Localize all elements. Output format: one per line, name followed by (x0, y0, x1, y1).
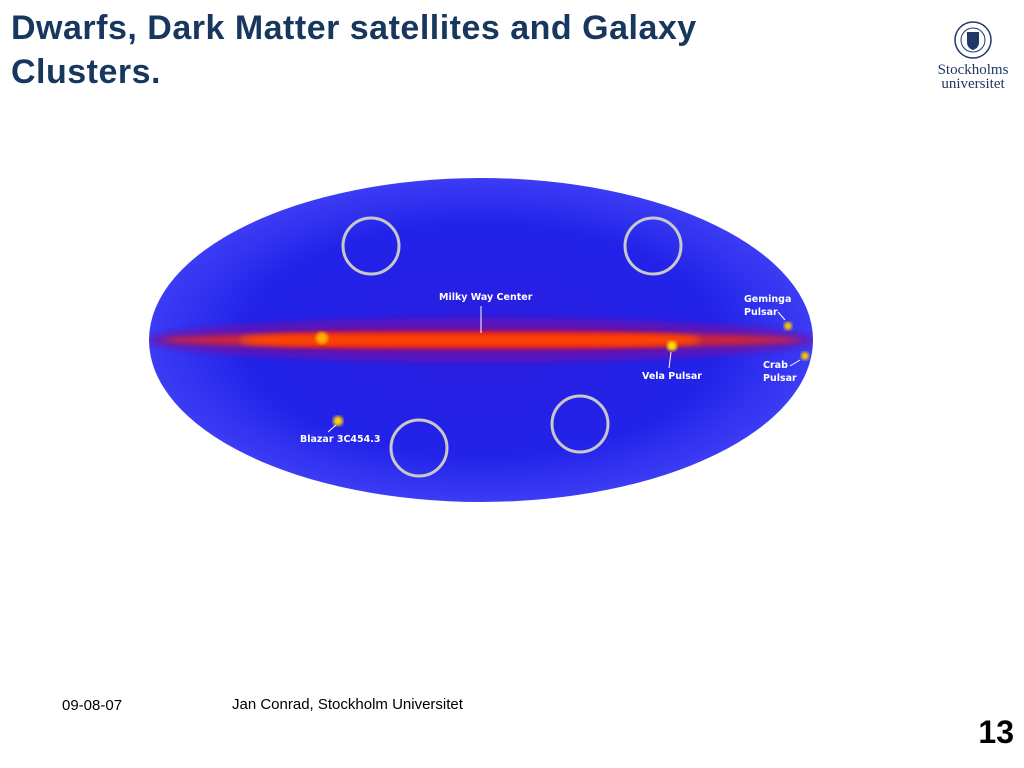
map-label: Crab Pulsar (763, 360, 797, 384)
map-label: Geminga Pulsar (744, 294, 791, 318)
map-label: Milky Way Center (439, 292, 533, 303)
highlight-circles (341, 216, 683, 478)
slide-title: Dwarfs, Dark Matter satellites and Galax… (11, 9, 697, 91)
label-arrows (327, 306, 801, 433)
logo-text: universitet (941, 76, 1005, 92)
logo-seal (954, 21, 992, 59)
footer-author: Jan Conrad, Stockholm Universitet (232, 696, 463, 713)
map-label: Blazar 3C454.3 (300, 434, 380, 445)
logo-text: Stockholms (937, 62, 1009, 78)
logo: Stockholms universitet (928, 20, 1018, 92)
page-number: 13 (978, 714, 1014, 750)
galactic-plane (149, 318, 813, 426)
footer-date: 09-08-07 (62, 697, 123, 714)
map-label: Vela Pulsar (642, 371, 702, 382)
